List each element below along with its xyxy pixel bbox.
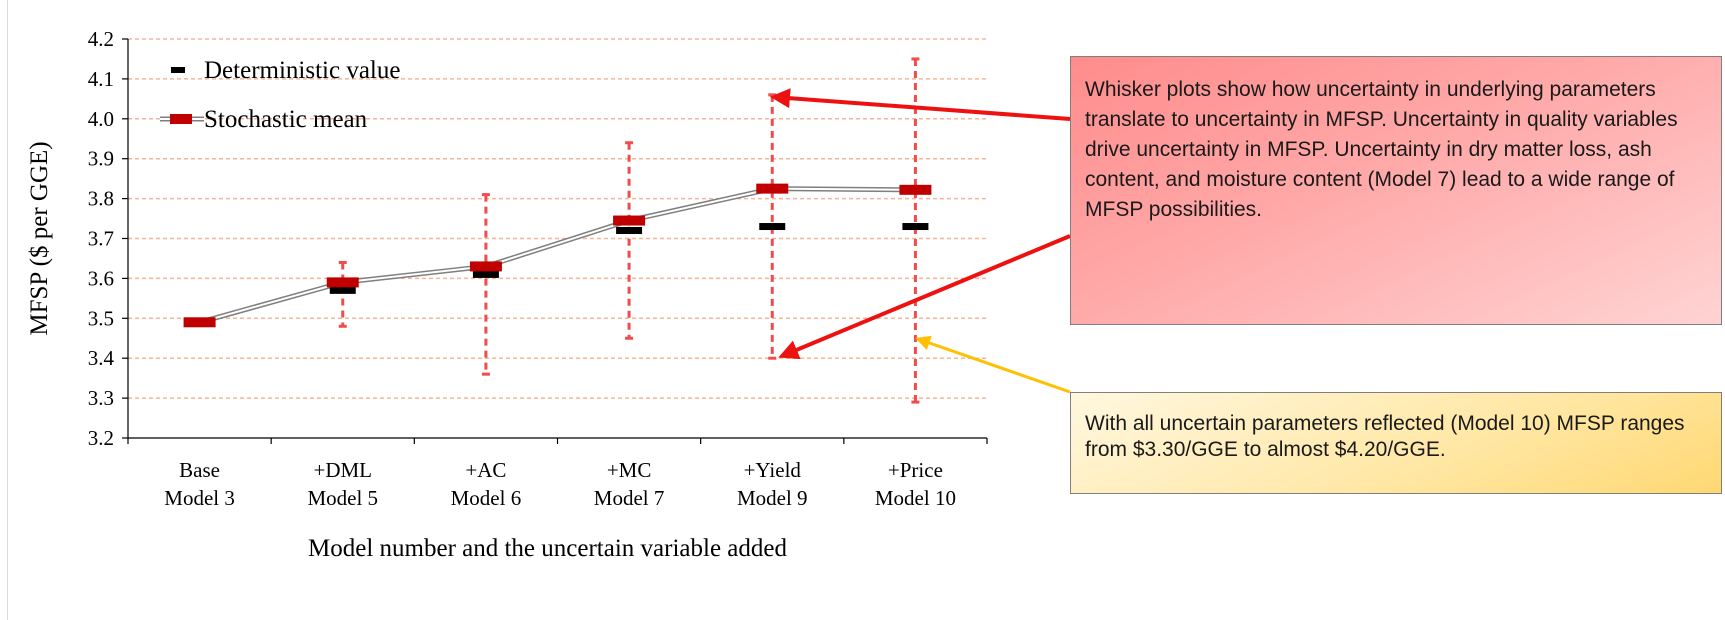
y-tick-label: 3.8 bbox=[88, 187, 114, 211]
stochastic-marker bbox=[469, 261, 502, 272]
y-tick-label: 3.5 bbox=[88, 306, 114, 330]
y-tick-label: 4.2 bbox=[88, 27, 114, 51]
stochastic-marker bbox=[899, 184, 932, 195]
x-tick-label: +DML Model 5 bbox=[307, 458, 378, 510]
stochastic-mean-line-inner bbox=[199, 187, 916, 324]
y-tick-label: 3.6 bbox=[88, 266, 114, 290]
y-tick-label: 4.0 bbox=[88, 107, 114, 131]
deterministic-marker bbox=[329, 286, 356, 294]
stochastic-marker bbox=[326, 277, 359, 288]
whiskers bbox=[338, 57, 920, 404]
legend-stochastic-marker bbox=[170, 114, 192, 124]
y-tick-label: 3.9 bbox=[88, 147, 114, 171]
axes bbox=[122, 38, 988, 444]
gridlines bbox=[128, 38, 987, 399]
deterministic-marker bbox=[472, 270, 499, 278]
axis-labels: 3.2 3.3 3.4 3.5 3.6 3.7 3.8 3.9 4.0 4.1 4.2 Base Mod… bbox=[26, 27, 956, 562]
y-axis-title: MFSP ($ per GGE) bbox=[26, 141, 53, 335]
legend-deterministic-label: Deterministic value bbox=[204, 57, 400, 84]
stochastic-marker bbox=[613, 215, 646, 226]
callout-arrows bbox=[770, 88, 1071, 394]
deterministic-marker bbox=[902, 223, 929, 231]
callout-uncertainty-text: Whisker plots show how uncertainty in un… bbox=[1085, 78, 1678, 221]
series-markers bbox=[183, 183, 932, 328]
x-tick-label: +Yield Model 9 bbox=[737, 458, 808, 510]
stochastic-marker bbox=[183, 317, 216, 328]
legend-stochastic-label: Stochastic mean bbox=[204, 106, 368, 133]
callout-uncertainty-note: Whisker plots show how uncertainty in un… bbox=[1070, 56, 1722, 325]
x-axis-title: Model number and the uncertain variable … bbox=[308, 535, 787, 562]
deterministic-marker bbox=[616, 227, 643, 235]
x-tick-label: Base Model 3 bbox=[164, 458, 235, 510]
x-tick-label: +Price Model 10 bbox=[875, 458, 956, 510]
stochastic-marker bbox=[756, 183, 789, 194]
yellow-arrow bbox=[915, 335, 1071, 394]
x-tick-label: +MC Model 7 bbox=[594, 458, 665, 510]
red-arrow-upper bbox=[770, 88, 1071, 121]
stochastic-mean-line-outer bbox=[198, 186, 916, 325]
series-lines bbox=[198, 186, 916, 325]
y-tick-label: 4.1 bbox=[88, 67, 114, 91]
legend-deterministic-marker bbox=[171, 67, 185, 73]
y-tick-label: 3.2 bbox=[88, 426, 114, 450]
y-tick-label: 3.3 bbox=[88, 386, 114, 410]
red-arrow-lower bbox=[778, 234, 1071, 360]
deterministic-marker bbox=[759, 223, 786, 231]
y-tick-label: 3.4 bbox=[88, 346, 115, 370]
left-edge-rule bbox=[7, 0, 8, 620]
callout-model10-text: With all uncertain parameters reflected … bbox=[1085, 412, 1685, 461]
callout-model10-note: With all uncertain parameters reflected … bbox=[1070, 392, 1722, 494]
legend: Deterministic value Stochastic mean bbox=[160, 57, 400, 133]
x-tick-label: +AC Model 6 bbox=[451, 458, 522, 510]
y-tick-label: 3.7 bbox=[88, 227, 114, 251]
